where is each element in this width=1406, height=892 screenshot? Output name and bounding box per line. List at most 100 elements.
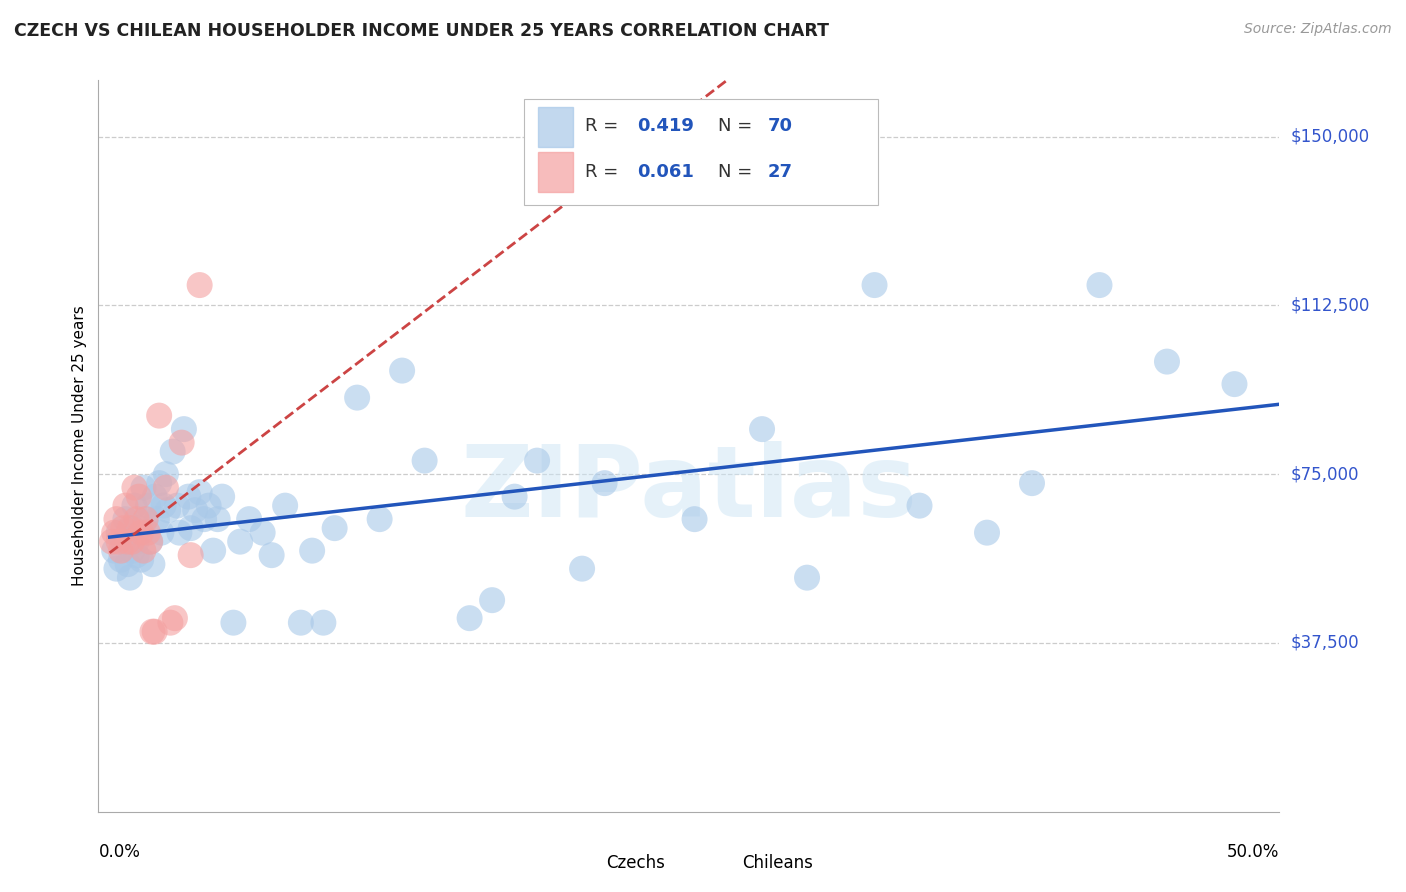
Point [141,624,163,639]
Point [229,534,252,549]
Text: CZECH VS CHILEAN HOUSEHOLDER INCOME UNDER 25 YEARS CORRELATION CHART: CZECH VS CHILEAN HOUSEHOLDER INCOME UNDE… [14,22,830,40]
Point [105,512,128,526]
Point [124,481,146,495]
Text: ZIPatlas: ZIPatlas [461,442,917,539]
Point [110,552,132,566]
Point [163,611,186,625]
Point [125,512,148,526]
Point [1223,377,1246,392]
Point [908,499,931,513]
Point [863,278,886,293]
Point [121,534,143,549]
Point [114,512,136,526]
Point [139,534,162,549]
Point [1088,278,1111,293]
Point [103,525,125,540]
Point [125,534,148,549]
Point [112,534,135,549]
Point [129,552,152,566]
Point [413,453,436,467]
Point [526,453,548,467]
Point [107,525,129,540]
Point [458,611,481,625]
Point [117,534,139,549]
Text: 0.061: 0.061 [637,162,693,181]
Text: Chileans: Chileans [742,854,813,871]
Text: 0.0%: 0.0% [98,843,141,861]
Point [252,525,274,540]
Point [274,499,297,513]
Point [118,521,141,535]
Point [107,534,129,549]
Point [136,525,159,540]
Point [683,512,706,526]
Point [132,543,155,558]
Point [1156,354,1178,368]
Point [180,548,202,562]
FancyBboxPatch shape [565,843,598,881]
Point [135,512,157,526]
Point [159,615,181,630]
Point [136,499,159,513]
Point [312,615,335,630]
Point [481,593,503,607]
Point [571,562,593,576]
Point [148,409,170,423]
FancyBboxPatch shape [537,107,574,147]
Text: R =: R = [585,162,624,181]
Point [166,499,188,513]
Point [128,521,150,535]
Point [188,485,211,500]
Point [301,543,323,558]
Y-axis label: Householder Income Under 25 years: Householder Income Under 25 years [72,306,87,586]
Point [177,490,200,504]
Point [152,499,174,513]
Point [146,512,169,526]
FancyBboxPatch shape [700,843,734,881]
Point [118,571,141,585]
Point [238,512,260,526]
Point [139,534,162,549]
Point [117,557,139,571]
Text: 70: 70 [768,118,793,136]
Point [148,476,170,491]
Point [169,525,191,540]
Point [105,562,128,576]
Point [143,624,166,639]
Point [157,503,180,517]
Point [391,363,413,377]
Point [222,615,245,630]
Point [751,422,773,436]
Point [155,481,177,495]
Text: 50.0%: 50.0% [1227,843,1279,861]
Text: 0.419: 0.419 [637,118,693,136]
Point [143,490,166,504]
Point [290,615,312,630]
Point [112,521,135,535]
Text: $75,000: $75,000 [1291,465,1360,483]
Point [346,391,368,405]
Point [128,490,150,504]
Point [155,467,177,482]
Text: 27: 27 [768,162,793,181]
Point [129,525,152,540]
Point [202,543,225,558]
FancyBboxPatch shape [537,152,574,192]
Point [260,548,283,562]
Point [103,543,125,558]
Point [368,512,391,526]
Text: $112,500: $112,500 [1291,296,1369,314]
Point [114,499,136,513]
Point [141,557,163,571]
Point [323,521,346,535]
Point [188,278,211,293]
Point [976,525,998,540]
Point [193,512,215,526]
Text: N =: N = [718,162,758,181]
Point [180,521,202,535]
Text: Source: ZipAtlas.com: Source: ZipAtlas.com [1244,22,1392,37]
Text: N =: N = [718,118,758,136]
Point [132,481,155,495]
FancyBboxPatch shape [523,99,877,204]
Point [207,512,229,526]
